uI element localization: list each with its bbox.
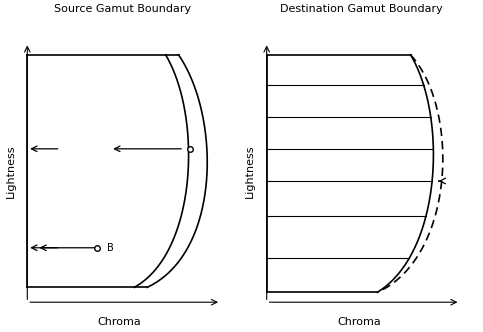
Title: Source Gamut Boundary: Source Gamut Boundary	[54, 4, 191, 14]
Title: Destination Gamut Boundary: Destination Gamut Boundary	[280, 4, 443, 14]
Text: Chroma: Chroma	[337, 317, 381, 327]
Text: Lightness: Lightness	[245, 144, 255, 198]
Text: Lightness: Lightness	[6, 144, 15, 198]
Text: B: B	[107, 243, 114, 253]
Text: Chroma: Chroma	[98, 317, 142, 327]
